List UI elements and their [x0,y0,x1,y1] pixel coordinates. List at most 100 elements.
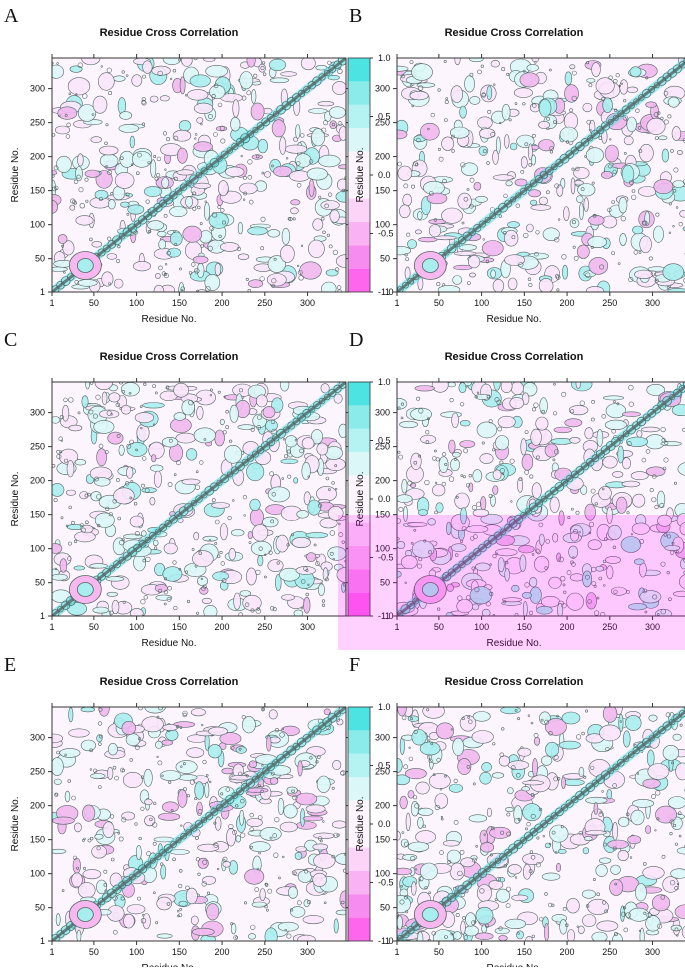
negative-correlation-region [130,516,143,527]
x-tick-label: 300 [300,947,315,957]
negative-correlation-region [337,719,343,725]
negative-correlation-region [178,790,187,808]
positive-correlation-region [120,112,132,120]
negative-correlation-region [570,574,583,581]
positive-correlation-region [70,66,82,73]
negative-correlation-region [482,241,503,256]
negative-correlation-region [248,531,253,538]
negative-correlation-region [622,412,640,417]
positive-correlation-region [599,858,611,864]
positive-correlation-region [433,930,453,947]
positive-correlation-region [170,207,188,217]
positive-correlation-region [611,865,621,874]
positive-correlation-region [319,155,341,167]
negative-correlation-region [80,492,89,499]
positive-correlation-region [418,808,433,816]
negative-correlation-region [519,545,535,553]
negative-correlation-region [508,278,517,290]
negative-correlation-region [73,858,81,873]
positive-correlation-region [647,750,654,766]
positive-correlation-region [508,788,514,794]
negative-correlation-region [583,103,592,112]
negative-correlation-region [122,812,135,820]
positive-correlation-region [461,163,477,176]
positive-correlation-region [93,607,109,613]
y-axis-label: Residue No. [10,796,21,851]
negative-correlation-region [160,96,169,101]
positive-correlation-region [106,577,124,582]
positive-correlation-region [176,760,197,773]
positive-correlation-region [665,545,680,550]
x-tick-label: 250 [257,947,272,957]
negative-correlation-region [545,444,558,457]
x-tick-label: 100 [474,298,489,308]
positive-correlation-region [480,772,492,784]
negative-correlation-region [99,410,119,418]
negative-correlation-region [218,181,228,196]
positive-correlation-region [453,452,461,457]
positive-correlation-region [51,849,66,853]
positive-correlation-region [143,403,165,409]
negative-correlation-region [238,254,249,260]
negative-correlation-region [173,130,191,141]
positive-correlation-region [107,592,118,596]
negative-correlation-region [460,441,475,448]
negative-correlation-region [109,393,120,402]
x-tick-label: 250 [602,298,617,308]
positive-correlation-region [453,932,461,940]
positive-correlation-region [621,537,641,553]
positive-correlation-region [576,196,583,203]
positive-correlation-region [498,558,504,572]
negative-correlation-region [554,427,572,433]
positive-correlation-region [663,745,679,760]
positive-correlation-region [290,907,305,918]
positive-correlation-region [680,559,685,569]
negative-correlation-region [528,144,532,160]
x-tick-label: 50 [89,298,99,308]
positive-correlation-region [559,741,580,749]
negative-correlation-region [562,777,566,789]
negative-correlation-region [176,433,196,443]
negative-correlation-region [220,524,227,540]
x-tick-label: 1 [49,298,54,308]
colorbar-segment [348,569,370,592]
positive-correlation-region [56,914,60,926]
negative-correlation-region [194,142,213,152]
negative-correlation-region [250,509,263,527]
y-tick-label: 150 [30,835,45,845]
negative-correlation-region [472,731,494,744]
positive-correlation-region [505,807,513,811]
panel-letter: D [349,329,363,351]
positive-correlation-region [668,97,679,107]
positive-correlation-region [197,263,204,277]
negative-correlation-region [645,826,650,834]
positive-cluster [422,907,438,921]
negative-correlation-region [576,378,581,389]
negative-correlation-region [677,150,682,154]
positive-correlation-region [224,445,241,463]
negative-correlation-region [269,710,277,719]
positive-correlation-region [476,196,488,202]
negative-correlation-region [585,504,596,520]
x-tick-label: 300 [645,947,660,957]
negative-correlation-region [92,845,107,858]
negative-correlation-region [280,245,294,262]
negative-correlation-region [432,378,448,393]
negative-correlation-region [635,270,653,279]
positive-correlation-region [100,154,118,167]
negative-correlation-region [157,897,172,910]
negative-correlation-region [633,494,645,507]
positive-correlation-region [302,462,311,479]
chart-title: Residue Cross Correlation [445,676,584,688]
y-tick-label: 100 [375,544,390,554]
negative-correlation-region [307,553,316,562]
x-tick-label: 150 [172,947,187,957]
negative-correlation-region [164,543,177,554]
negative-correlation-region [135,412,154,422]
positive-correlation-region [469,815,487,822]
positive-correlation-region [441,412,462,418]
negative-correlation-region [526,224,533,232]
negative-correlation-region [514,88,532,98]
positive-correlation-region [186,197,193,208]
